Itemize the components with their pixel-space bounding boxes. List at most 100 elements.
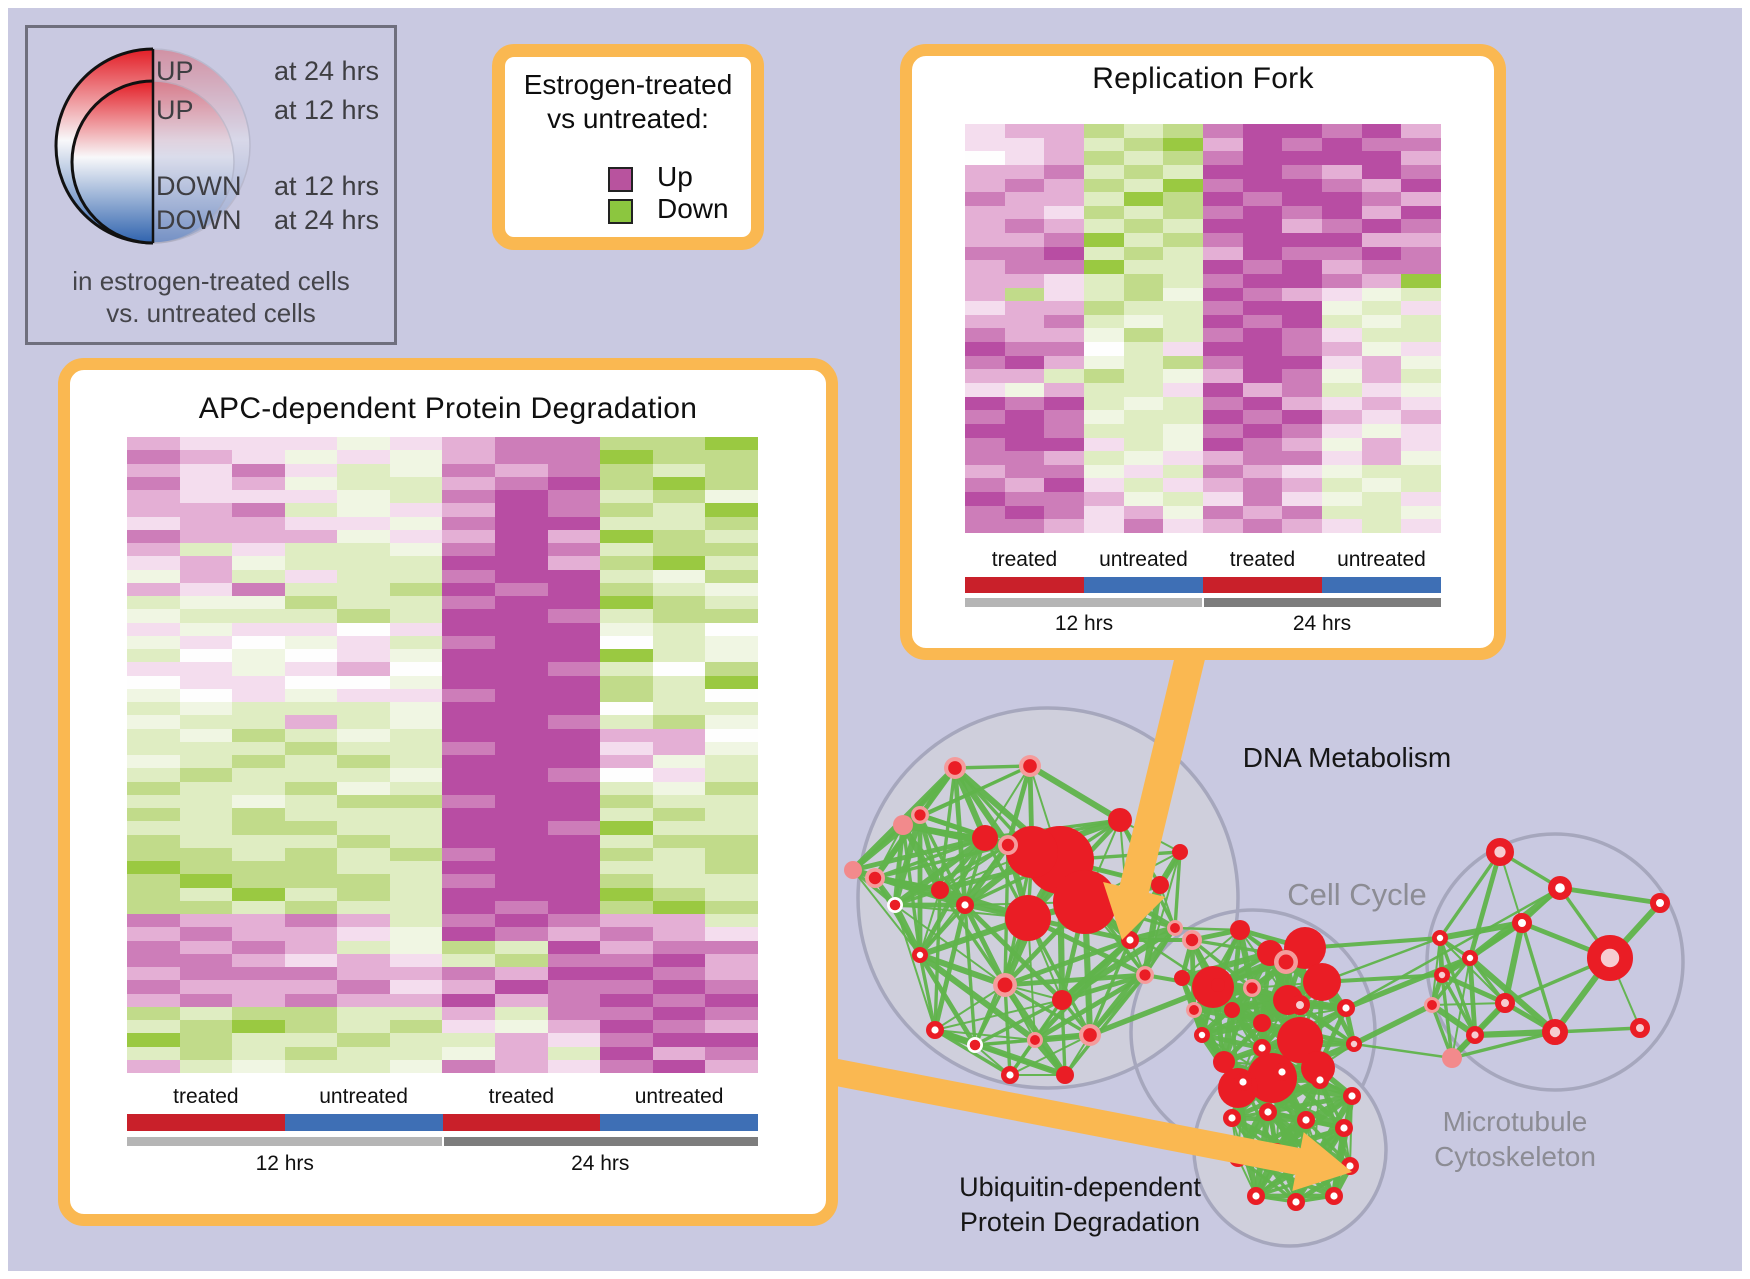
heatmap-cell: [1084, 192, 1124, 206]
heatmap-cell: [1282, 437, 1322, 452]
heatmap-cell: [179, 596, 233, 610]
heatmap-cell: [442, 490, 496, 504]
heatmap-cell: [442, 781, 496, 795]
heatmap-cell: [179, 569, 233, 583]
heatmap-cell: [284, 609, 338, 623]
heatmap-cell: [1401, 301, 1441, 315]
heatmap-cell: [179, 980, 233, 994]
heatmap-cell: [232, 967, 285, 981]
heatmap-cell: [1004, 151, 1045, 165]
heatmap-cell: [1401, 519, 1441, 533]
heatmap-cell: [1084, 342, 1124, 356]
heatmap-cell: [179, 728, 233, 742]
heatmap-cell: [389, 516, 443, 530]
heatmap-cell: [600, 861, 653, 875]
heatmap-cell: [1242, 410, 1283, 424]
heatmap-cell: [705, 728, 758, 742]
heatmap-cell: [1004, 178, 1045, 193]
heatmap-cell: [705, 940, 758, 954]
heatmap-cell: [179, 967, 233, 981]
heatmap-cell: [1361, 287, 1402, 302]
down-label: Down: [657, 193, 729, 224]
heatmap-cell: [1401, 273, 1441, 288]
heatmap-cell: [652, 596, 706, 610]
heatmap-cell: [127, 675, 180, 689]
heatmap-cell: [547, 728, 601, 742]
heatmap-cell: [1163, 137, 1203, 152]
heatmap-cell: [284, 569, 338, 583]
heatmap-cell: [652, 516, 706, 530]
heatmap-cell: [652, 980, 706, 994]
rf-time-bars: [965, 598, 1441, 607]
heatmap-cell: [1004, 314, 1045, 329]
heatmap-cell: [127, 1006, 180, 1020]
heatmap-cell: [600, 649, 653, 663]
heatmap-cell: [1004, 478, 1045, 493]
heatmap-cell: [705, 622, 758, 636]
heatmap-cell: [232, 940, 285, 954]
time-label: 12 hrs: [1054, 612, 1114, 635]
heatmap-cell: [337, 887, 390, 901]
heatmap-cell: [652, 622, 706, 636]
heatmap-cell: [547, 1059, 601, 1073]
heatmap-cell: [1044, 151, 1084, 165]
heatmap-cell: [1123, 137, 1164, 152]
heatmap-cell: [232, 887, 285, 901]
heatmap-cell: [547, 967, 601, 981]
heatmap-cell: [127, 755, 180, 769]
heatmap-cell: [179, 715, 233, 729]
heatmap-cell: [495, 609, 548, 623]
heatmap-cell: [337, 953, 390, 967]
heatmap-cell: [442, 582, 496, 596]
heatmap-cell: [337, 808, 390, 822]
heatmap-cell: [442, 914, 496, 928]
heatmap-cell: [1322, 314, 1362, 329]
heatmap-cell: [600, 834, 653, 848]
heatmap-cell: [232, 874, 285, 888]
heatmap-cell: [127, 781, 180, 795]
heatmap-cell: [337, 728, 390, 742]
heatmap-cell: [495, 755, 548, 769]
heatmap-cell: [337, 794, 390, 808]
heatmap-cell: [652, 662, 706, 676]
heatmap-cell: [1004, 192, 1045, 206]
heatmap-cell: [284, 1020, 338, 1034]
heatmap-cell: [495, 662, 548, 676]
heatmap-cell: [705, 861, 758, 875]
heatmap-cell: [965, 478, 1005, 493]
heatmap-cell: [284, 953, 338, 967]
condition-label: untreated: [319, 1085, 408, 1108]
heatmap-cell: [1242, 505, 1283, 520]
heatmap-cell: [284, 1033, 338, 1047]
heatmap-cell: [1242, 451, 1283, 465]
heatmap-cell: [1044, 219, 1084, 234]
heatmap-cell: [1084, 478, 1124, 493]
heatmap-cell: [1242, 383, 1283, 397]
heatmap-cell: [965, 451, 1005, 465]
heatmap-cell: [389, 675, 443, 689]
heatmap-cell: [495, 741, 548, 755]
heatmap-cell: [1004, 519, 1045, 533]
heatmap-cell: [600, 529, 653, 543]
heatmap-cell: [232, 847, 285, 861]
heatmap-cell: [495, 675, 548, 689]
heatmap-cell: [337, 516, 390, 530]
heatmap-cell: [232, 543, 285, 557]
heatmap-cell: [652, 463, 706, 477]
heatmap-cell: [1242, 369, 1283, 384]
heatmap-cell: [1282, 164, 1322, 179]
heatmap-cell: [284, 1046, 338, 1060]
heatmap-cell: [389, 503, 443, 517]
heatmap-cell: [127, 821, 180, 835]
concentric-ring-gradient-icon: [54, 47, 251, 245]
heatmap-cell: [232, 622, 285, 636]
heatmap-cell: [1203, 246, 1243, 261]
heatmap-cell: [337, 675, 390, 689]
heatmap-cell: [547, 993, 601, 1007]
treated-bar: [965, 577, 1084, 593]
heatmap-cell: [1282, 137, 1322, 152]
heatmap-cell: [600, 728, 653, 742]
heatmap-cell: [1084, 369, 1124, 384]
heatmap-cell: [442, 940, 496, 954]
heatmap-cell: [600, 953, 653, 967]
